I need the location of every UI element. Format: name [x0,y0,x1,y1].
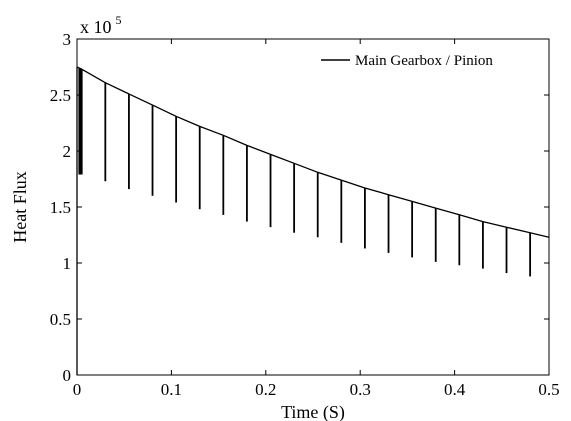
y-tick-label: 1.5 [50,198,71,217]
y-tick-label: 2 [63,142,72,161]
y-tick-label: 0.5 [50,310,71,329]
x-tick-label: 0.5 [538,380,559,399]
x-tick-label: 0.4 [444,380,466,399]
x-tick-label: 0 [73,380,82,399]
legend: Main Gearbox / Pinion [321,53,493,69]
plot-marks [76,66,550,375]
x-tick-label: 0.2 [255,380,276,399]
plot-area-frame [76,38,550,376]
axis-ticks: 0 0.1 0.2 0.3 0.4 0.5 0 0.5 1 1.5 2 2.5 3 [50,30,560,399]
x-tick-label: 0.1 [161,380,182,399]
y-tick-label: 0 [63,366,72,385]
legend-entry-label: Main Gearbox / Pinion [355,53,493,69]
y-axis-multiplier: x 10 5 [80,13,122,37]
y-tick-label: 3 [63,30,72,49]
heat-flux-envelope-line [76,66,550,238]
y-axis-label: Heat Flux [10,171,30,243]
x-axis-label: Time (S) [281,402,345,421]
y-tick-label: 2.5 [50,86,71,105]
x-tick-label: 0.3 [350,380,371,399]
early-oscillation-band [78,68,82,175]
y-tick-label: 1 [63,254,72,273]
